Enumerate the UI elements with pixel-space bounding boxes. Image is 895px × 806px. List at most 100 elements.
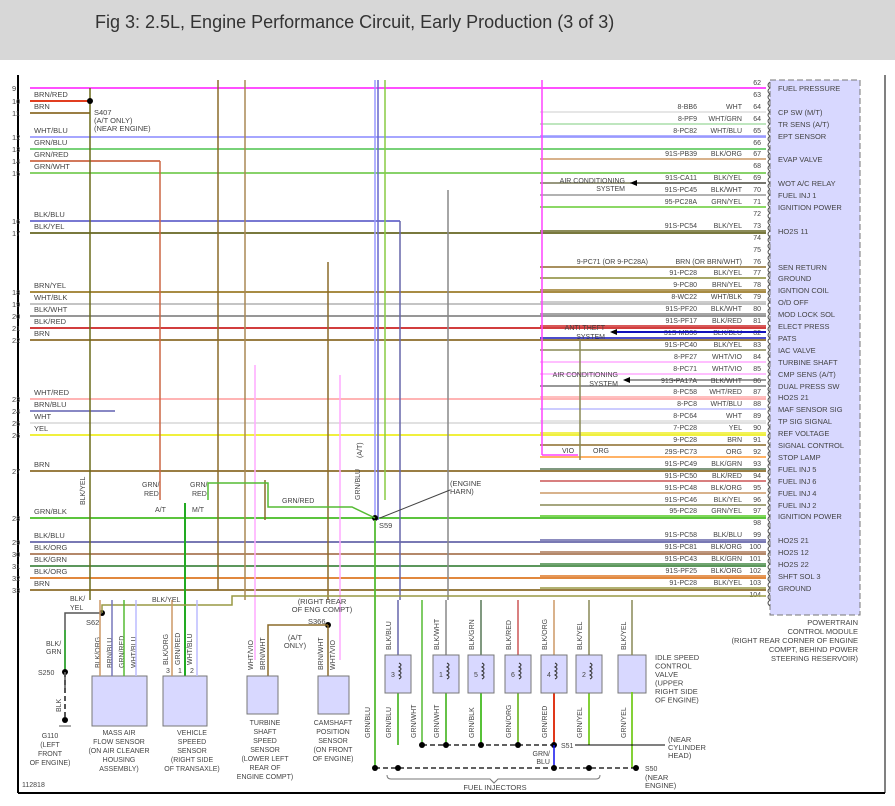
- splice-dot: [372, 765, 378, 771]
- pcm-pin-number: 68: [753, 163, 761, 170]
- vss-pin: 2: [190, 668, 194, 675]
- label: VIO: [562, 448, 575, 455]
- pcm-pin-number: 100: [749, 544, 761, 551]
- circuit-number: 7-PC28: [673, 425, 697, 432]
- label: SYSTEM: [596, 186, 625, 193]
- iac-label: (UPPER: [655, 679, 684, 688]
- tss-label: SPEED: [253, 738, 277, 745]
- connector-bracket: [767, 129, 771, 143]
- injector-number: 3: [391, 672, 395, 679]
- fuel-injectors-brace: [386, 774, 601, 784]
- left-wire-color: YEL: [34, 424, 48, 433]
- injector-bottom-wire-label: GRN/YEL: [577, 707, 584, 738]
- label: (RIGHT REAR: [298, 597, 347, 606]
- connector-bracket: [767, 509, 771, 523]
- connector-bracket: [767, 450, 771, 464]
- label: BLK/YEL: [152, 597, 181, 604]
- connector-bracket: [767, 343, 771, 357]
- circuit-number: 8-PF9: [678, 116, 697, 123]
- left-pin-number: 32: [12, 574, 20, 583]
- label: GRN/: [533, 751, 551, 758]
- left-pin-number: 23: [12, 395, 20, 404]
- pcm-pin-number: 73: [753, 223, 761, 230]
- connector-bracket: [767, 295, 771, 309]
- label: GRN/RED: [282, 498, 314, 505]
- vss-label: OF TRANSAXLE): [164, 766, 220, 773]
- pcm-pin-function: MOD LOCK SOL: [778, 310, 835, 319]
- wire: [207, 482, 376, 519]
- vss-label: SENSOR: [177, 748, 207, 755]
- vss-label: SPEEED: [178, 739, 206, 746]
- pcm-pin-number: 65: [753, 128, 761, 135]
- pcm-pin-number: 92: [753, 449, 761, 456]
- wire-color: BLK/BLU: [713, 330, 742, 337]
- wire-color: BLK/WHT: [711, 187, 743, 194]
- pcm-pin-number: 87: [753, 389, 761, 396]
- connector-bracket: [767, 164, 771, 178]
- maf-label: ASSEMBLY): [99, 766, 139, 773]
- wire-color: BLK/GRN: [711, 556, 742, 563]
- tss-wire-label: BRN/WHT: [260, 637, 267, 670]
- circuit-number: 8-PC8: [677, 401, 697, 408]
- label: HEAD): [668, 751, 692, 760]
- cmp-wire-label: BRN/WHT: [318, 637, 325, 670]
- pcm-pin-number: 78: [753, 282, 761, 289]
- pcm-pin-number: 80: [753, 306, 761, 313]
- label: BLK/: [46, 641, 61, 648]
- pcm-pin-number: 86: [753, 378, 761, 385]
- pcm-pin-number: 70: [753, 187, 761, 194]
- left-pin-number: 25: [12, 419, 20, 428]
- left-pin-number: 17: [12, 229, 20, 238]
- label: SYSTEM: [589, 381, 618, 388]
- pcm-pin-function: GROUND: [778, 274, 812, 283]
- coil-icon: [397, 662, 402, 680]
- wire-color: BLK/YEL: [714, 580, 743, 587]
- label: RED: [144, 491, 159, 498]
- connector-bracket: [767, 176, 771, 190]
- label: S50: [645, 766, 658, 773]
- injector-top-wire-label: BLK/RED: [506, 620, 513, 650]
- pcm-pin-number: 102: [749, 568, 761, 575]
- connector-bracket: [767, 331, 771, 345]
- left-wire-color: GRN/RED: [34, 150, 69, 159]
- pcm-pin-number: 82: [753, 330, 761, 337]
- pcm-pin-function: CP SW (M/T): [778, 108, 823, 117]
- left-wire-color: BLK/BLU: [34, 531, 65, 540]
- circuit-number: 91S-PF20: [665, 306, 697, 313]
- circuit-number: 8-PF27: [674, 354, 697, 361]
- vss-pin: 1: [178, 668, 182, 675]
- connector-bracket: [767, 319, 771, 333]
- tss-label: TURBINE: [250, 720, 281, 727]
- injector-bottom-wire-label: GRN/BLK: [469, 707, 476, 738]
- connector-bracket: [767, 486, 771, 500]
- fuel-injector-3: [384, 654, 412, 694]
- pcm-pin-number: 79: [753, 294, 761, 301]
- tss-label: REAR OF: [249, 765, 280, 772]
- arrow-icon: [623, 377, 630, 383]
- pcm-pin-function: FUEL INJ 2: [778, 501, 816, 510]
- iac-label: IDLE SPEED: [655, 653, 700, 662]
- left-pin-number: 20: [12, 312, 20, 321]
- left-pin-number: 16: [12, 217, 20, 226]
- maf-label: HOUSING: [103, 757, 136, 764]
- wire-color: BLK/YEL: [714, 223, 743, 230]
- wire-color: BRN (OR BRN/WHT): [676, 259, 743, 266]
- pcm-pin-function: ELECT PRESS: [778, 322, 830, 331]
- pcm-pin-number: 72: [753, 211, 761, 218]
- left-pin-number: 24: [12, 407, 20, 416]
- injector-number: 4: [547, 672, 551, 679]
- pcm-pin-number: 101: [749, 556, 761, 563]
- pcm-label: CONTROL MODULE: [787, 627, 858, 636]
- g110-label: G110: [42, 733, 59, 740]
- splice-label: S407: [94, 108, 112, 117]
- connector-bracket: [767, 141, 771, 155]
- connector-bracket: [767, 355, 771, 369]
- g110-label: OF ENGINE): [30, 760, 71, 767]
- circuit-number: 91S-PC46: [665, 497, 697, 504]
- injector-top-wire-label: BLK/WHT: [434, 618, 441, 650]
- circuit-number: 91S-CA11: [665, 175, 697, 182]
- wire-color: BLK/ORG: [711, 544, 742, 551]
- pcm-pin-function: HO2S 21: [778, 393, 809, 402]
- wire: [101, 595, 766, 613]
- pcm-pin-function: FUEL INJ 1: [778, 191, 816, 200]
